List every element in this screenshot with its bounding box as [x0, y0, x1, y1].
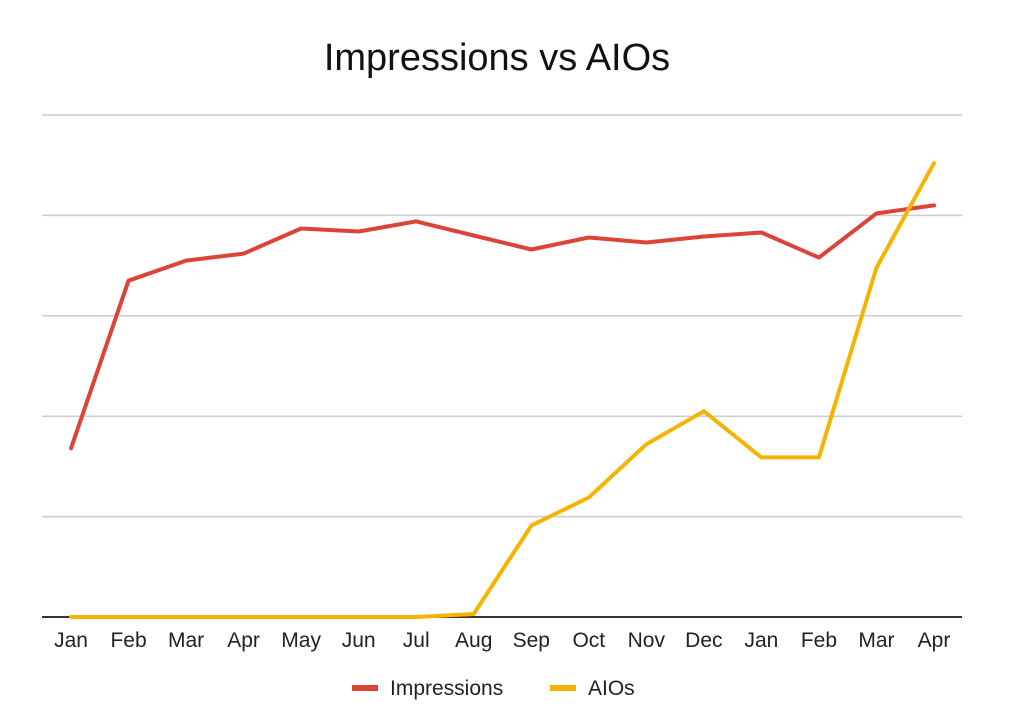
x-tick-label: Mar: [858, 629, 894, 652]
legend-label-aios: AIOs: [588, 677, 635, 700]
x-tick-label: Aug: [455, 629, 492, 652]
x-tick-label: Jan: [744, 629, 778, 652]
x-tick-label: Oct: [572, 629, 605, 652]
x-tick-label: Apr: [918, 629, 951, 652]
x-tick-label: Feb: [801, 629, 837, 652]
series-lines: [71, 163, 934, 617]
series-line-aios: [71, 163, 934, 617]
x-tick-label: Dec: [685, 629, 722, 652]
x-tick-label: Apr: [227, 629, 260, 652]
chart-title: Impressions vs AIOs: [324, 37, 670, 79]
x-tick-label: Feb: [110, 629, 146, 652]
series-line-impressions: [71, 205, 934, 448]
x-tick-label: May: [281, 629, 321, 652]
legend-label-impressions: Impressions: [390, 677, 503, 700]
x-tick-label: Nov: [628, 629, 666, 652]
x-tick-label: Sep: [513, 629, 550, 652]
gridlines: [42, 115, 962, 517]
x-tick-label: Mar: [168, 629, 204, 652]
x-tick-label: Jul: [403, 629, 430, 652]
x-tick-labels: Jan Feb Mar Apr May Jun Jul Aug Sep Oct Nov Dec Jan F…: [54, 629, 950, 652]
x-tick-label: Jun: [342, 629, 376, 652]
legend: Impressions AIOs: [352, 677, 635, 700]
x-tick-label: Jan: [54, 629, 88, 652]
